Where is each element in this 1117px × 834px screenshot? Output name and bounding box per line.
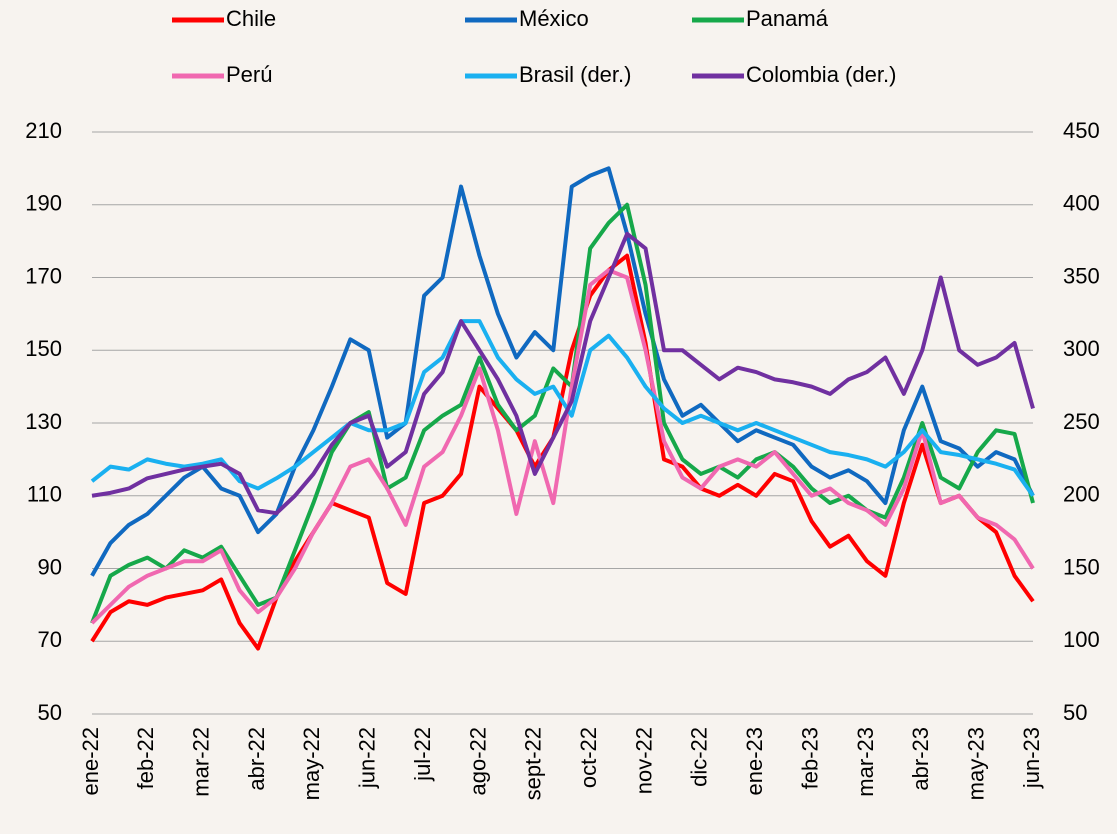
series-line bbox=[91, 231, 1035, 516]
y2-tick-label: 450 bbox=[1063, 118, 1100, 143]
y2-tick-label: 200 bbox=[1063, 482, 1100, 507]
x-tick-label: oct-22 bbox=[576, 727, 601, 788]
legend-label: Perú bbox=[226, 62, 272, 87]
y-tick-label: 110 bbox=[27, 482, 62, 507]
y-tick-label: 170 bbox=[25, 263, 62, 288]
y-tick-label: 190 bbox=[25, 191, 62, 216]
legend-label: Brasil (der.) bbox=[519, 62, 631, 87]
x-tick-label: may-22 bbox=[299, 727, 324, 800]
legend-label: México bbox=[519, 6, 589, 31]
y2-tick-label: 250 bbox=[1063, 409, 1100, 434]
y2-tick-label: 400 bbox=[1063, 191, 1100, 216]
x-tick-label: abr-22 bbox=[244, 727, 269, 791]
y-tick-label: 130 bbox=[25, 409, 62, 434]
y2-tick-label: 100 bbox=[1063, 627, 1100, 652]
x-tick-label: abr-23 bbox=[908, 727, 933, 791]
y-tick-label: 150 bbox=[25, 336, 62, 361]
x-tick-label: may-23 bbox=[963, 727, 988, 800]
x-tick-label: ago-22 bbox=[465, 727, 490, 796]
x-tick-label: ene-23 bbox=[742, 727, 767, 796]
legend-label: Chile bbox=[226, 6, 276, 31]
legend-label: Colombia (der.) bbox=[746, 62, 896, 87]
x-tick-label: sept-22 bbox=[521, 727, 546, 800]
x-tick-label: feb-23 bbox=[797, 727, 822, 789]
series-line bbox=[90, 319, 1035, 497]
y-tick-label: 70 bbox=[38, 627, 62, 652]
y-tick-label: 90 bbox=[38, 554, 62, 579]
x-tick-label: jul-22 bbox=[410, 727, 435, 782]
series-line bbox=[90, 166, 1035, 577]
x-tick-label: ene-22 bbox=[78, 727, 103, 796]
x-tick-label: feb-22 bbox=[133, 727, 158, 789]
y2-tick-label: 300 bbox=[1063, 336, 1100, 361]
series-line bbox=[90, 268, 1035, 625]
x-tick-label: mar-23 bbox=[853, 727, 878, 797]
y2-tick-label: 350 bbox=[1063, 263, 1100, 288]
series-line bbox=[90, 202, 1035, 624]
y-tick-label: 50 bbox=[38, 700, 62, 725]
y2-tick-label: 150 bbox=[1063, 554, 1100, 579]
x-tick-label: nov-22 bbox=[631, 727, 656, 794]
x-tick-label: mar-22 bbox=[189, 727, 214, 797]
y-tick-label: 210 bbox=[25, 118, 62, 143]
x-tick-label: dic-22 bbox=[687, 727, 712, 787]
series-line bbox=[90, 253, 1035, 651]
y2-tick-label: 50 bbox=[1063, 700, 1087, 725]
x-tick-label: jun-22 bbox=[355, 727, 380, 789]
legend-label: Panamá bbox=[746, 6, 829, 31]
x-tick-label: jun-23 bbox=[1019, 727, 1044, 789]
